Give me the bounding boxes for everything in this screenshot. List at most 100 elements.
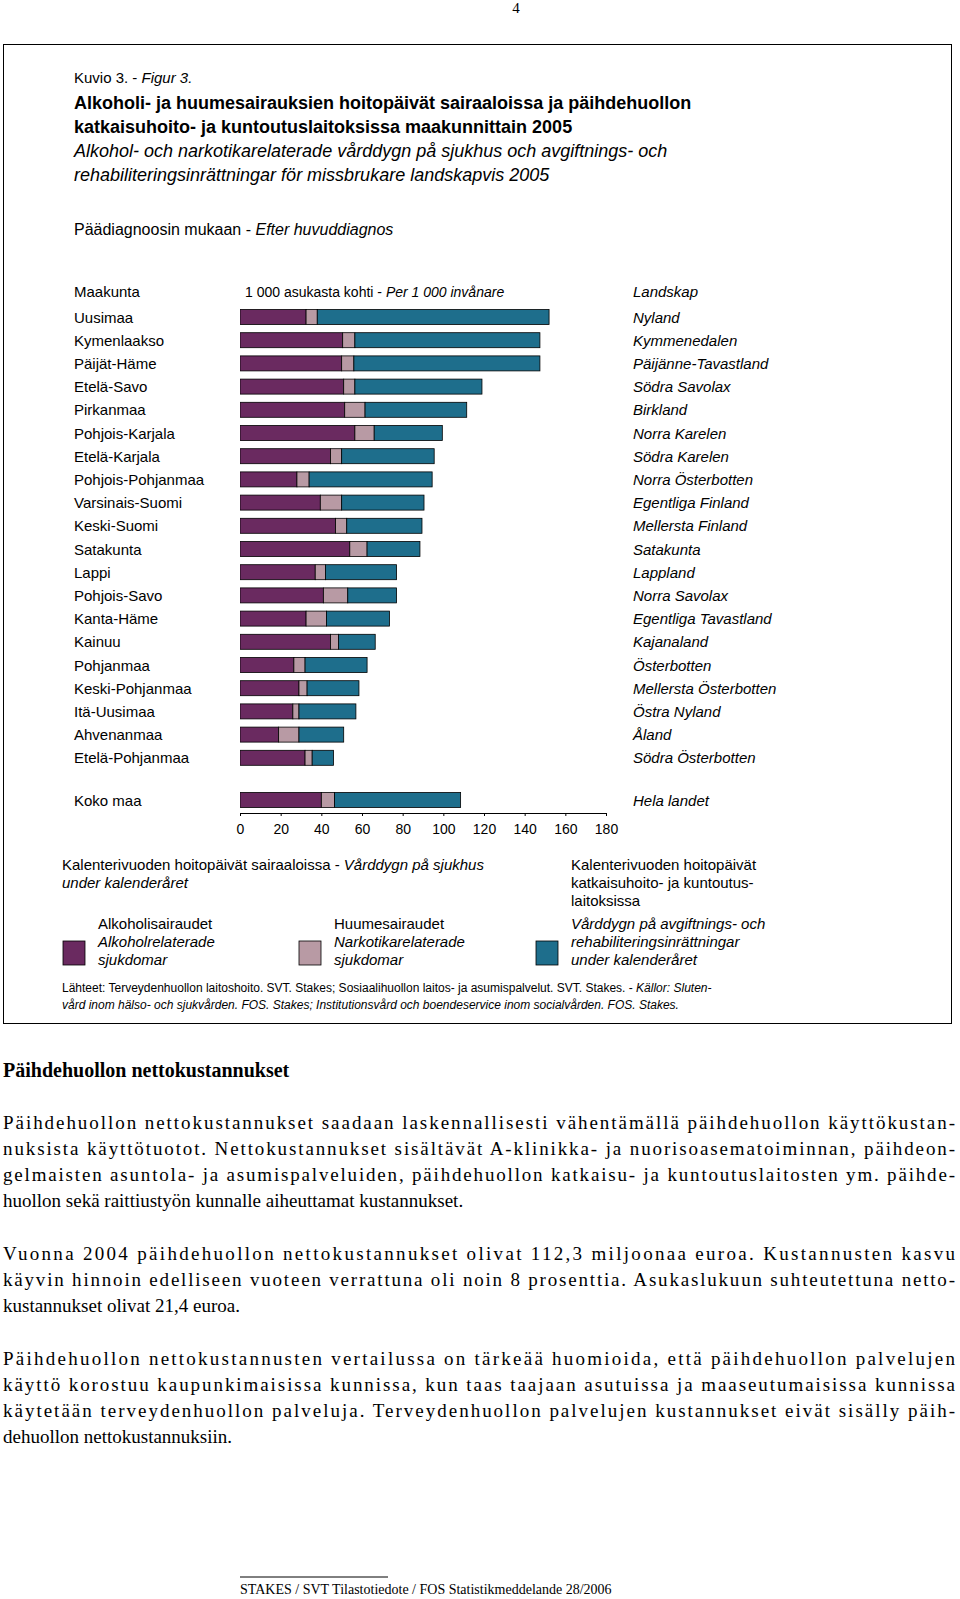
row-label: Södra Karelen (633, 448, 729, 465)
tick: 80 (395, 813, 411, 837)
bar (348, 588, 397, 603)
row-label: Egentliga Finland (633, 494, 750, 511)
title: rehabiliteringsinrättningar för missbruk… (74, 165, 550, 185)
bar (335, 793, 461, 808)
text-part: Alkoholisairaudet (98, 915, 213, 932)
row-label: Kymmenedalen (633, 332, 737, 349)
row-label: Itä-Uusimaa (74, 703, 156, 720)
row-label: Etelä-Karjala (74, 448, 161, 465)
text-part: huollon sekä raittiustyön kunnalle aiheu… (3, 1190, 463, 1211)
text-part: Södra Savolax (633, 378, 731, 395)
row-label: Satakunta (74, 541, 142, 558)
text-part: Vårddygn på avgiftnings- och (571, 915, 765, 932)
bar (240, 310, 306, 325)
row-label: Etelä-Pohjanmaa (74, 749, 190, 766)
row-label: Norra Österbotten (633, 471, 753, 488)
tick-label: 20 (273, 821, 289, 837)
tick-mark (484, 813, 485, 816)
bar (240, 495, 320, 510)
legend-label: Alkoholrelaterade (97, 933, 215, 950)
text-part: Etelä-Savo (74, 378, 147, 395)
row-label: Norra Karelen (633, 425, 726, 442)
row-label: Lappi (74, 564, 111, 581)
text-part: Koko maa (74, 792, 142, 809)
tick-mark (443, 813, 444, 816)
text-part: Pohjois-Pohjanmaa (74, 471, 205, 488)
legend-swatch (536, 941, 558, 965)
bar (342, 449, 435, 464)
bar (342, 356, 354, 371)
figure-label: Kuvio 3. - Figur 3. (74, 69, 192, 86)
tick-mark (403, 813, 404, 816)
bar (367, 542, 420, 557)
bar (240, 727, 279, 742)
axis-header: 1 000 asukasta kohti - Per 1 000 invånar… (245, 284, 504, 300)
bar (240, 588, 323, 603)
row-label: Lappland (633, 564, 695, 581)
text-part: Åland (632, 726, 672, 743)
row-label: Päijät-Häme (74, 355, 157, 372)
row-label: Södra Österbotten (633, 749, 756, 766)
bar (330, 449, 341, 464)
legend-label: Vårddygn på avgiftnings- och (571, 915, 765, 932)
text-part: Itä-Uusimaa (74, 703, 156, 720)
bar (305, 658, 367, 673)
row-label: Egentliga Tavastland (633, 610, 772, 627)
text-part: Pohjois-Karjala (74, 425, 176, 442)
series (299, 310, 549, 808)
bar (315, 565, 325, 580)
bar (347, 518, 422, 533)
row-label: Keski-Suomi (74, 517, 158, 534)
legend-label: Narkotikarelaterade (334, 933, 465, 950)
text-part: Etelä-Pohjanmaa (74, 749, 190, 766)
text-part: kustannukset olivat 21,4 euroa. (3, 1295, 240, 1316)
bar (344, 379, 355, 394)
text-part: Norra Savolax (633, 587, 729, 604)
bar (350, 542, 367, 557)
footer-rule (240, 1577, 388, 1578)
text-part: rehabiliteringsinrättningar (571, 933, 740, 950)
legend-label: Alkoholisairaudet (98, 915, 213, 932)
tick-mark (362, 813, 363, 816)
text-part: rehabiliteringsinrättningar för missbruk… (74, 165, 550, 185)
bar (240, 750, 305, 765)
tick-label: 180 (595, 821, 619, 837)
tick-label: 80 (395, 821, 411, 837)
tick-mark (565, 813, 566, 816)
title: Alkohol- och narkotikarelaterade vårddyg… (73, 141, 667, 161)
tick: 160 (554, 813, 578, 837)
bar (279, 727, 299, 742)
row-label: Ahvenanmaa (74, 726, 163, 743)
bar (326, 611, 389, 626)
row-label: Norra Savolax (633, 587, 729, 604)
bar (305, 750, 312, 765)
text-part: Päijät-Häme (74, 355, 157, 372)
title: Alkoholi- ja huumesairauksien hoitopäivä… (74, 93, 691, 113)
row-label: Pohjanmaa (74, 657, 151, 674)
text-part: Lappland (633, 564, 695, 581)
row-label: Kajanaland (633, 633, 709, 650)
tick-label: 120 (473, 821, 497, 837)
text-part: 1 000 asukasta kohti - (245, 284, 386, 300)
paragraph-line: Vuonna 2004 päihdehuollon nettokustannuk… (3, 1243, 955, 1264)
row-label: Uusimaa (74, 309, 134, 326)
paragraph-line: huollon sekä raittiustyön kunnalle aiheu… (3, 1190, 463, 1211)
text-part: Norra Karelen (633, 425, 726, 442)
row-header: Maakunta (74, 283, 141, 300)
bar (240, 658, 294, 673)
tick: 120 (473, 813, 497, 837)
axis-line (241, 814, 607, 817)
text-part: gelmaisten asuntola- ja asumispalveluide… (3, 1164, 955, 1185)
tick-mark (525, 813, 526, 816)
bar (343, 333, 355, 348)
bar (354, 356, 540, 371)
bar (342, 495, 424, 510)
tick: 60 (355, 813, 371, 837)
text-part: Kymenlaakso (74, 332, 164, 349)
text-part: Källor: Sluten- (636, 981, 711, 995)
tick-label: 0 (237, 821, 245, 837)
text-part: under kalenderåret (62, 874, 189, 891)
text-part: STAKES / SVT Tilastotiedote / FOS Statis… (240, 1582, 612, 1597)
legend-label: sjukdomar (334, 951, 404, 968)
subtitle: Päädiagnoosin mukaan - Efter huvuddiagno… (74, 221, 393, 238)
